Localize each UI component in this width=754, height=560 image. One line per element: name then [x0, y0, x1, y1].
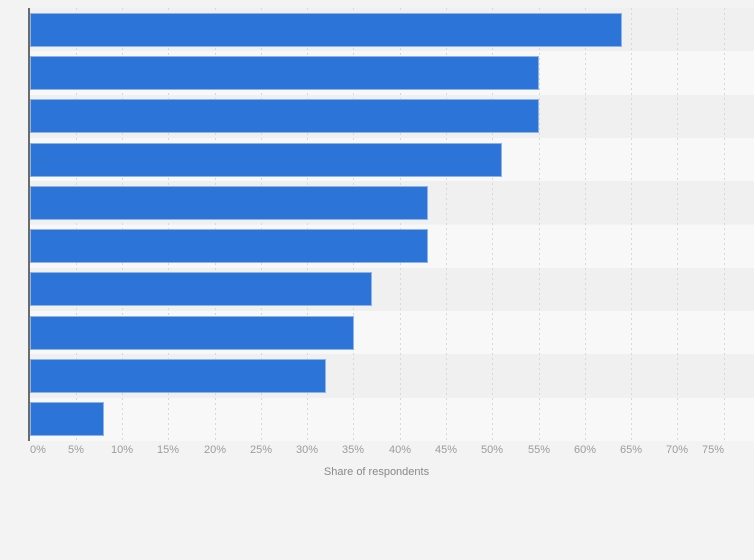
bar[interactable] [30, 316, 354, 350]
gridline [724, 8, 725, 441]
x-tick-label: 40% [388, 444, 412, 456]
x-tick-label: 45% [434, 444, 458, 456]
x-tick-label: 70% [665, 444, 689, 456]
bar[interactable] [30, 13, 622, 47]
x-tick-label: 30% [295, 444, 319, 456]
gridline [122, 8, 123, 441]
gridline [215, 8, 216, 441]
bar[interactable] [30, 99, 539, 133]
gridline [446, 8, 447, 441]
gridline [677, 8, 678, 441]
x-tick-label: 35% [341, 444, 365, 456]
x-tick-label: 75% [701, 444, 724, 456]
gridline [492, 8, 493, 441]
gridline [76, 8, 77, 441]
row-band [30, 397, 754, 441]
gridline [261, 8, 262, 441]
x-axis-title: Share of respondents [323, 466, 430, 478]
x-tick-label: 15% [156, 444, 180, 456]
x-tick-label: 20% [203, 444, 227, 456]
gridline [307, 8, 308, 441]
x-tick-label: 0% [30, 444, 46, 456]
gridline [539, 8, 540, 441]
x-tick-label: 50% [480, 444, 504, 456]
y-axis-line [28, 8, 30, 441]
x-tick-label: 60% [573, 444, 597, 456]
bar[interactable] [30, 143, 502, 177]
gridline [168, 8, 169, 441]
x-tick-label: 5% [68, 444, 84, 456]
x-tick-label: 25% [249, 444, 273, 456]
bar[interactable] [30, 56, 539, 90]
bar[interactable] [30, 359, 326, 393]
bar[interactable] [30, 186, 428, 220]
gridline [631, 8, 632, 441]
gridline [400, 8, 401, 441]
bar[interactable] [30, 229, 428, 263]
bar[interactable] [30, 272, 372, 306]
x-tick-label: 65% [619, 444, 643, 456]
gridline [585, 8, 586, 441]
x-tick-label: 55% [527, 444, 551, 456]
gridline [353, 8, 354, 441]
bar[interactable] [30, 402, 104, 436]
x-tick-label: 10% [110, 444, 134, 456]
